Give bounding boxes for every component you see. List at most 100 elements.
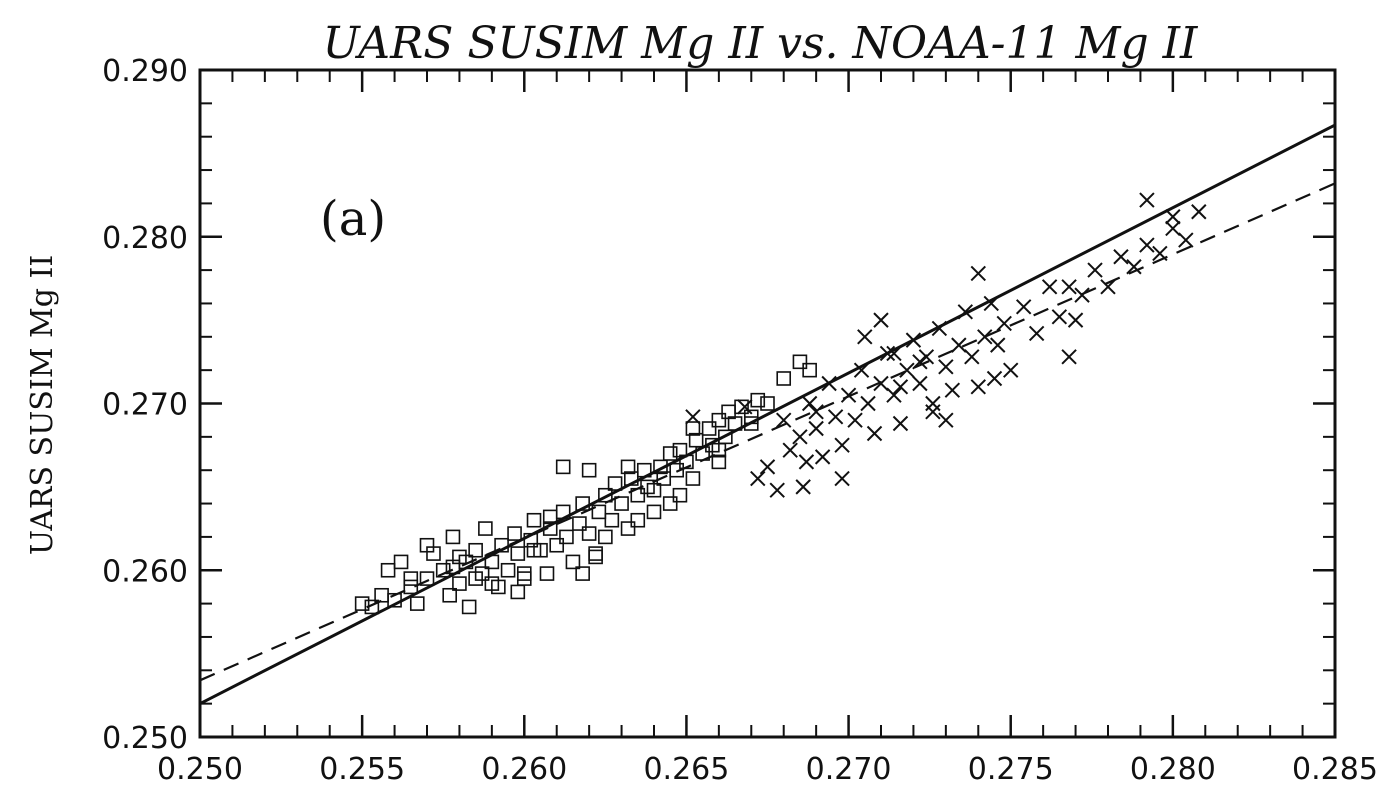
x-marker xyxy=(795,479,811,495)
square-marker xyxy=(478,521,493,536)
square-marker xyxy=(354,596,370,611)
square-marker xyxy=(445,529,461,545)
square-marker xyxy=(685,471,701,486)
x-tick-label: 0.260 xyxy=(481,752,567,787)
square-marker xyxy=(468,542,483,558)
x-marker xyxy=(759,459,776,475)
square-marker xyxy=(435,562,451,578)
square-marker xyxy=(614,496,629,511)
square-marker xyxy=(445,559,461,575)
square-marker xyxy=(792,354,808,370)
x-marker xyxy=(834,437,850,453)
axis-ticks: 0.250 0.255 0.260 0.265 0.270 0.275 0.280 0.285… xyxy=(102,54,1378,787)
square-marker xyxy=(711,454,727,470)
x-marker xyxy=(905,332,922,348)
square-marker xyxy=(630,512,646,528)
x-marker xyxy=(983,295,999,312)
square-marker xyxy=(607,476,623,491)
x-marker xyxy=(925,395,941,412)
x-marker xyxy=(1003,362,1019,378)
square-marker xyxy=(598,529,613,545)
x-tick-label: 0.270 xyxy=(806,752,892,787)
panel-label: (a) xyxy=(320,191,386,247)
y-tick-label: 0.250 xyxy=(102,721,188,756)
square-marker xyxy=(575,566,590,581)
square-marker xyxy=(604,512,620,528)
x-marker xyxy=(1165,220,1181,237)
x-marker xyxy=(860,395,876,412)
x-marker xyxy=(938,412,954,428)
x-marker xyxy=(857,329,873,345)
x-marker xyxy=(750,470,766,487)
x-tick-label: 0.280 xyxy=(1130,752,1216,787)
square-marker xyxy=(500,562,516,578)
x-marker xyxy=(1165,209,1181,225)
x-marker xyxy=(1152,245,1168,262)
x-marker xyxy=(840,387,857,403)
square-marker xyxy=(662,446,678,461)
x-marker xyxy=(834,470,850,487)
square-marker xyxy=(734,399,749,415)
square-marker xyxy=(591,504,607,520)
square-marker xyxy=(494,537,509,553)
square-marker xyxy=(364,599,380,615)
square-marker xyxy=(507,526,522,541)
x-marker xyxy=(886,387,902,403)
square-marker xyxy=(387,592,402,608)
x-marker xyxy=(1041,279,1058,295)
square-marker xyxy=(393,554,409,570)
x-marker xyxy=(1178,232,1194,248)
x-marker xyxy=(1139,237,1155,253)
square-marker xyxy=(653,459,668,475)
square-marker xyxy=(581,526,597,541)
square-marker xyxy=(403,571,419,586)
x-tick-label: 0.250 xyxy=(157,752,243,787)
x-marker xyxy=(776,412,792,428)
x-marker xyxy=(1074,287,1090,303)
x-marker xyxy=(970,379,986,395)
square-marker xyxy=(711,412,727,428)
square-marker xyxy=(539,566,555,581)
x-marker xyxy=(873,375,889,392)
x-tick-label: 0.275 xyxy=(968,752,1054,787)
square-marker xyxy=(620,521,636,536)
y-tick-label: 0.260 xyxy=(102,554,188,589)
y-axis-title: UARS SUSIM Mg II xyxy=(25,255,60,555)
square-marker xyxy=(516,571,532,586)
square-marker xyxy=(669,462,685,478)
x-marker xyxy=(931,320,948,337)
x-tick-label: 0.265 xyxy=(643,752,729,787)
square-marker xyxy=(442,587,458,603)
square-marker xyxy=(581,462,597,478)
x-marker xyxy=(879,345,896,362)
x-marker xyxy=(1113,249,1129,265)
square-marker xyxy=(662,496,678,511)
x-marker xyxy=(996,315,1012,332)
square-marker xyxy=(727,416,743,431)
x-marker xyxy=(964,349,980,365)
square-marker xyxy=(656,471,672,486)
square-marker xyxy=(620,459,636,475)
square-marker xyxy=(685,421,701,436)
x-marker xyxy=(1139,192,1155,208)
square-marker xyxy=(750,392,766,408)
square-marker xyxy=(542,509,558,525)
x-marker xyxy=(782,442,798,458)
x-marker xyxy=(892,379,909,395)
x-marker xyxy=(801,395,818,412)
square-marker xyxy=(646,482,662,498)
data-points xyxy=(354,192,1207,615)
x-marker xyxy=(685,409,701,425)
x-marker xyxy=(886,345,902,362)
x-marker xyxy=(1051,309,1068,325)
square-marker xyxy=(701,421,717,436)
square-marker xyxy=(802,362,817,378)
square-marker xyxy=(516,566,532,581)
y-tick-label: 0.270 xyxy=(102,388,188,423)
square-marker xyxy=(542,521,558,536)
square-marker xyxy=(672,487,688,503)
square-marker xyxy=(510,584,526,600)
x-marker xyxy=(1061,349,1077,365)
x-marker xyxy=(853,362,870,378)
